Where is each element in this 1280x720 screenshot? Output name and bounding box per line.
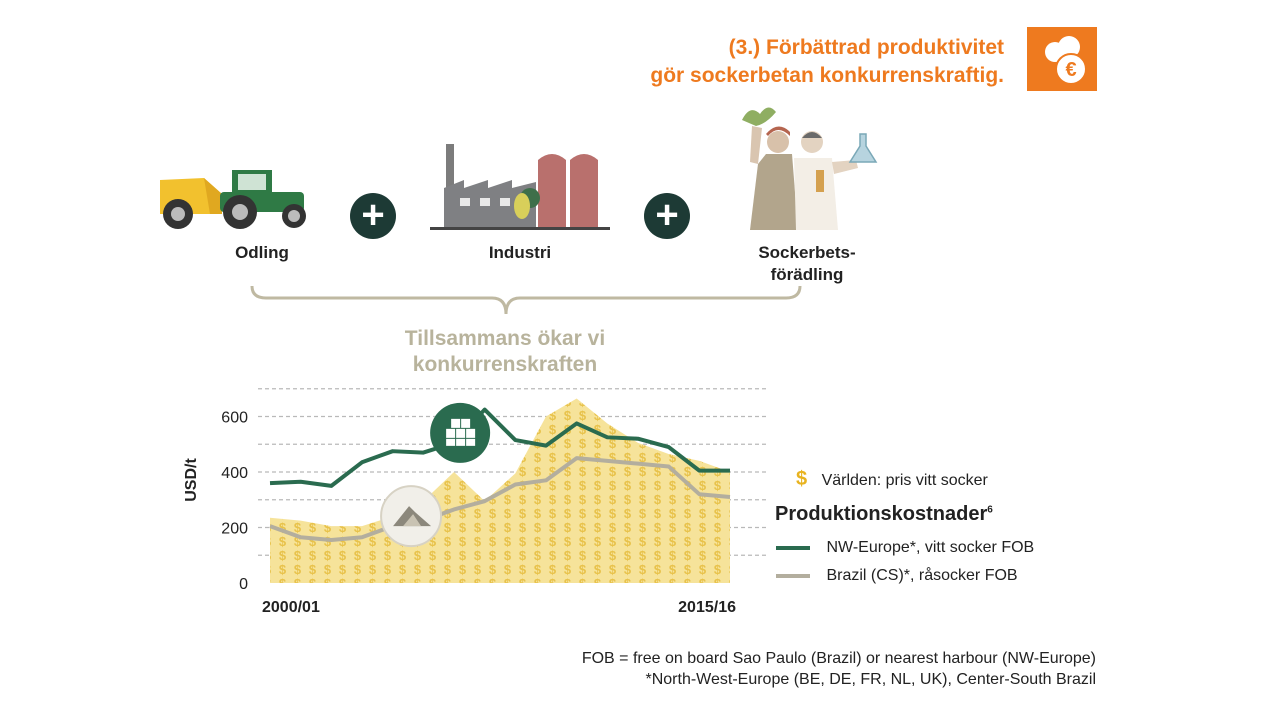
legend-world-price-label: Världen: pris vitt socker bbox=[821, 472, 988, 489]
raw-sugar-pile-icon bbox=[380, 485, 443, 548]
legend-costs-title: Produktionskostnader6 bbox=[775, 503, 993, 526]
legend-costs-title-text: Produktionskostnader bbox=[775, 503, 988, 525]
legend-nw-europe: NW-Europe*, vitt socker FOB bbox=[776, 539, 1034, 557]
nw-europe-swatch bbox=[776, 545, 810, 550]
y-tick-label: 0 bbox=[239, 576, 248, 593]
together-heading: Tillsammans ökar vi konkurrenskraften bbox=[330, 326, 680, 378]
y-tick-label: 600 bbox=[221, 410, 248, 427]
title-line-1: (3.) Förbättrad produktivitet bbox=[728, 36, 1004, 59]
euro-symbol: € bbox=[1065, 59, 1076, 81]
together-line-2: konkurrenskraften bbox=[412, 353, 598, 376]
x-end-label: 2015/16 bbox=[678, 599, 736, 616]
footnote-fob: FOB = free on board Sao Paulo (Brazil) o… bbox=[581, 650, 1096, 667]
tractor-icon bbox=[160, 170, 306, 229]
pillar-label-sockerbetsforadling: Sockerbets- förädling bbox=[742, 242, 872, 286]
footnote-marker: 6 bbox=[987, 504, 993, 516]
coins-euro-icon: € bbox=[1027, 27, 1097, 91]
dollar-icon: $ bbox=[796, 468, 808, 490]
brazil-swatch bbox=[776, 573, 810, 578]
nw-europe-line bbox=[269, 407, 730, 488]
y-tick-label: 400 bbox=[221, 465, 248, 482]
legend-brazil: Brazil (CS)*, råsocker FOB bbox=[776, 567, 1018, 585]
y-axis-label: USD/t bbox=[183, 458, 200, 502]
pillar-label-line-2: förädling bbox=[770, 265, 844, 284]
pillar-label-industri: Industri bbox=[488, 243, 552, 262]
brace-connector bbox=[250, 285, 802, 315]
y-tick-label: 200 bbox=[221, 521, 248, 538]
legend-world-price: $ Världen: pris vitt socker bbox=[796, 468, 988, 491]
sugar-cubes-icon bbox=[430, 402, 491, 463]
legend-brazil-label: Brazil (CS)*, råsocker FOB bbox=[826, 567, 1018, 584]
page-title: (3.) Förbättrad produktivitet gör socker… bbox=[444, 34, 1004, 90]
factory-icon bbox=[430, 144, 610, 230]
plus-icon: + bbox=[644, 193, 690, 239]
footnote-regions: *North-West-Europe (BE, DE, FR, NL, UK),… bbox=[645, 671, 1096, 688]
brazil-line bbox=[269, 456, 731, 542]
title-line-2: gör sockerbetan konkurrenskraftig. bbox=[650, 64, 1004, 87]
scientists-icon bbox=[742, 107, 878, 230]
y-axis-ticks: 0 200 400 600 bbox=[221, 410, 248, 594]
together-line-1: Tillsammans ökar vi bbox=[404, 327, 606, 350]
legend-nw-europe-label: NW-Europe*, vitt socker FOB bbox=[826, 539, 1035, 556]
pillar-label-line-1: Sockerbets- bbox=[758, 243, 856, 262]
plus-icon: + bbox=[350, 193, 396, 239]
pillar-label-odling: Odling bbox=[235, 243, 289, 262]
x-start-label: 2000/01 bbox=[262, 599, 320, 616]
